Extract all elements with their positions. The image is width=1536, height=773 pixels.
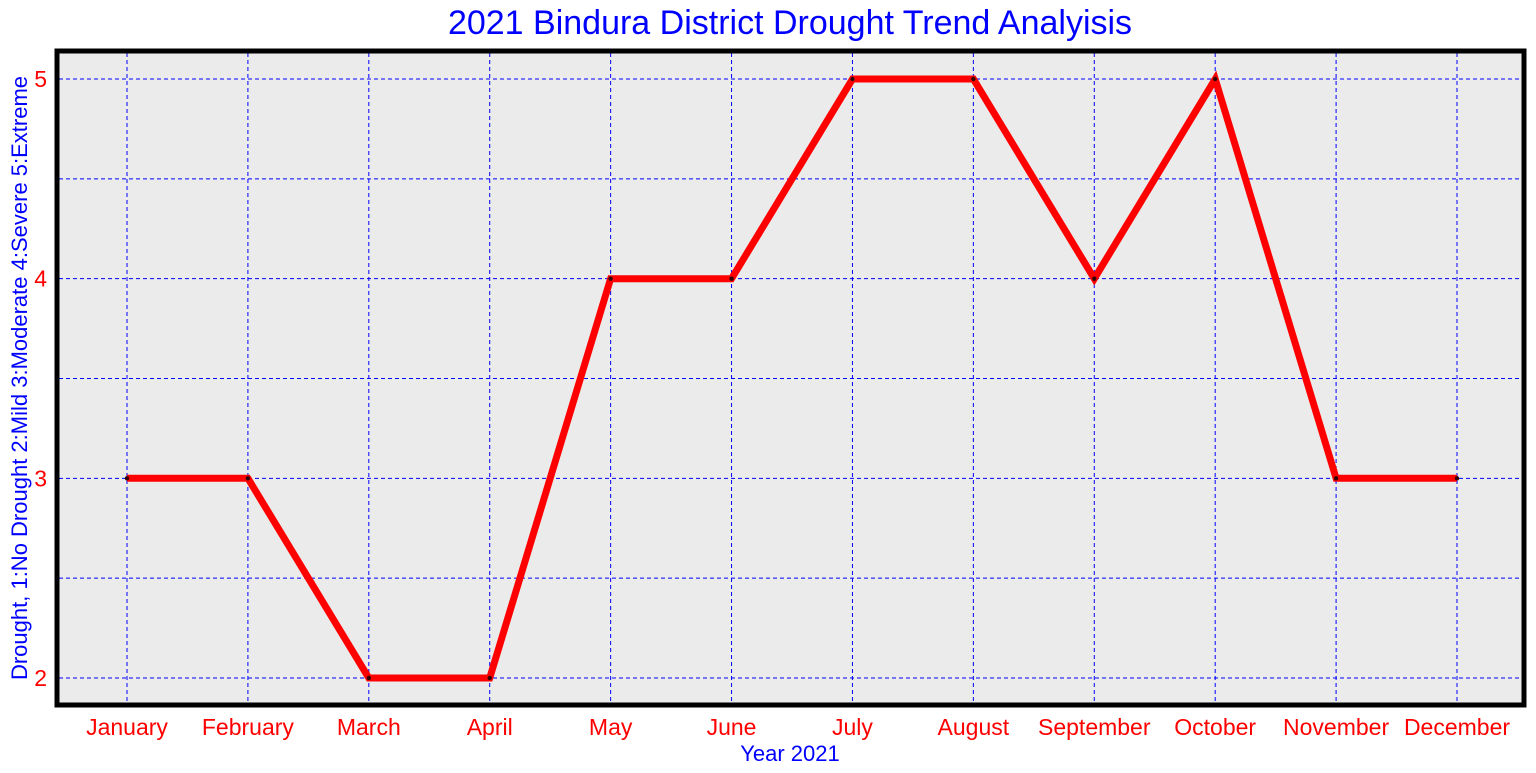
y-tick-labels: 2 3 4 5 — [34, 66, 47, 691]
x-tick-label: September — [1038, 714, 1151, 740]
x-tick-label: June — [707, 714, 757, 740]
y-axis-label: Drought, 1:No Drought 2:Mild 3:Moderate … — [7, 76, 32, 680]
series-line — [127, 70, 1457, 682]
x-tick-labels: January February March April May June July Augu… — [86, 714, 1510, 740]
data-point — [487, 675, 492, 681]
x-tick-label: March — [337, 714, 401, 740]
x-tick-label: January — [86, 714, 168, 740]
series-layer — [124, 70, 1460, 682]
x-tick-label: August — [938, 714, 1010, 740]
x-tick-label: May — [589, 714, 633, 740]
data-point — [1333, 476, 1339, 481]
x-tick-label: October — [1174, 714, 1256, 740]
x-axis-label: Year 2021 — [740, 741, 840, 766]
data-point — [971, 76, 976, 82]
data-point — [608, 276, 613, 281]
x-tick-label: April — [467, 714, 513, 740]
data-point — [1092, 276, 1097, 281]
y-tick-label: 2 — [34, 665, 47, 691]
x-tick-label: July — [832, 714, 873, 740]
data-point — [729, 276, 734, 281]
y-tick-label: 3 — [34, 465, 47, 491]
data-point — [850, 76, 855, 82]
plot-frame — [54, 48, 1527, 708]
data-point — [124, 476, 130, 481]
x-tick-label: November — [1283, 714, 1389, 740]
data-point — [1454, 476, 1460, 481]
data-point — [245, 476, 251, 481]
x-tick-label: December — [1404, 714, 1510, 740]
y-tick-label: 5 — [34, 66, 47, 92]
data-point — [366, 675, 372, 681]
chart-title: 2021 Bindura District Drought Trend Anal… — [448, 4, 1132, 42]
y-tick-label: 4 — [34, 266, 47, 292]
data-point — [1212, 76, 1218, 82]
x-tick-label: February — [202, 714, 295, 740]
